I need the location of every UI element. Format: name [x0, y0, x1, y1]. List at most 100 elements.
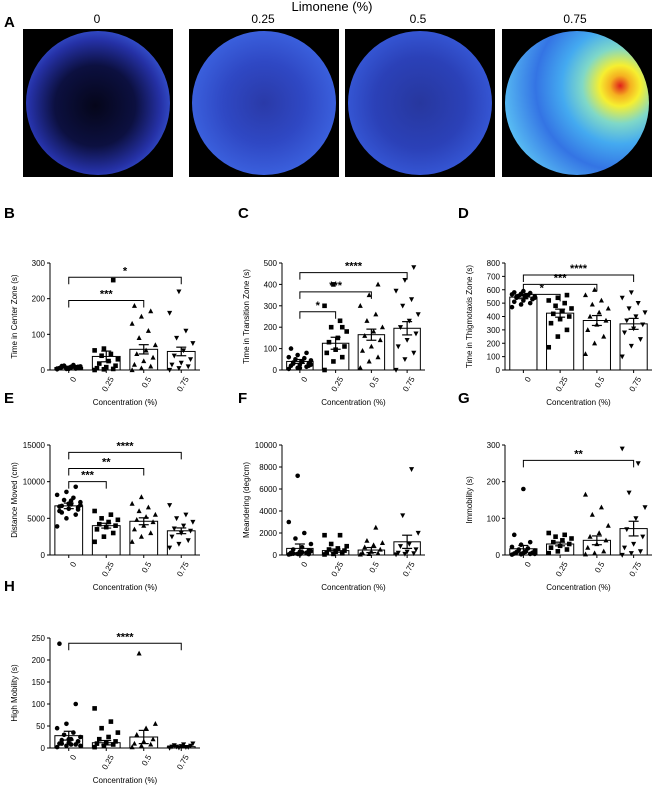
panel-label: D [458, 205, 469, 222]
data-point [131, 303, 137, 308]
data-point [415, 530, 421, 536]
data-point [328, 541, 334, 547]
x-tick-label: 0.5 [368, 560, 382, 575]
data-point [129, 320, 135, 326]
data-point [342, 344, 347, 349]
data-point [642, 310, 648, 316]
heatmap-075 [502, 29, 652, 177]
data-point [404, 549, 410, 555]
data-point [402, 278, 408, 283]
data-point [176, 541, 182, 547]
x-tick-label: 0 [523, 560, 533, 569]
data-point [176, 289, 182, 295]
data-point [548, 320, 554, 326]
data-point [621, 330, 628, 336]
x-tick-label: 0.25 [100, 753, 116, 771]
data-point [68, 365, 74, 370]
heatmap-dish [348, 31, 492, 175]
data-point [550, 539, 556, 545]
data-point [509, 304, 515, 310]
x-tick-label: 0.5 [140, 753, 154, 768]
data-point [188, 743, 194, 749]
data-point [78, 743, 83, 749]
heatmap-dish [26, 31, 170, 175]
data-point [631, 541, 637, 547]
significance-bracket [68, 642, 182, 651]
data-point [150, 354, 156, 360]
x-tick-label: 0 [299, 375, 309, 384]
x-axis-title: Concentration (%) [546, 583, 611, 592]
significance-bracket [522, 274, 635, 283]
data-point [605, 522, 611, 528]
data-point [411, 551, 417, 557]
data-point [633, 516, 639, 522]
data-point [96, 521, 102, 527]
data-point [101, 346, 107, 351]
data-point [532, 551, 538, 557]
data-point [514, 294, 519, 299]
data-point [115, 517, 121, 523]
y-tick-label: 0 [41, 744, 46, 753]
data-point [413, 547, 419, 553]
data-point [402, 357, 408, 363]
data-point [145, 504, 151, 510]
data-point [550, 311, 556, 317]
data-point [171, 526, 177, 532]
significance-bracket [299, 311, 337, 319]
x-tick-label: 0 [68, 753, 78, 762]
data-point [92, 539, 97, 545]
data-point [152, 342, 158, 348]
data-point [373, 311, 379, 317]
data-point [167, 545, 173, 551]
data-point [181, 742, 187, 748]
data-point [359, 550, 366, 555]
data-point [148, 308, 154, 314]
data-point [178, 360, 184, 366]
significance-label: * [540, 282, 545, 294]
data-point [108, 351, 114, 357]
data-point [371, 542, 377, 548]
data-point [78, 734, 83, 740]
heatmap-dish [192, 31, 336, 175]
data-point [92, 508, 97, 514]
significance-label: * [123, 265, 128, 277]
x-tick-label: 0.5 [140, 375, 154, 390]
significance-label: **** [116, 440, 134, 452]
data-point [96, 361, 102, 366]
y-tick-label: 100 [487, 353, 501, 362]
y-tick-label: 150 [32, 678, 46, 687]
data-point [113, 739, 118, 744]
x-tick-label: 0.5 [140, 560, 154, 575]
data-point [555, 334, 561, 339]
data-point [106, 519, 111, 525]
y-axis-title: Time in Thigmotaxis Zone (s) [465, 265, 474, 368]
data-point [521, 486, 526, 492]
y-tick-label: 300 [487, 441, 501, 450]
data-point [138, 313, 144, 319]
data-point [101, 534, 107, 539]
data-point [322, 303, 327, 309]
significance-bracket [68, 299, 145, 308]
data-point [366, 292, 372, 298]
data-point [68, 742, 74, 747]
data-point [619, 446, 625, 452]
significance-bracket [522, 283, 598, 292]
y-tick-label: 200 [32, 656, 46, 665]
data-point [181, 523, 187, 529]
data-point [585, 544, 591, 550]
data-point [103, 364, 109, 370]
y-tick-label: 250 [32, 634, 46, 643]
data-point [546, 298, 552, 303]
data-point [54, 725, 60, 731]
data-point [344, 543, 350, 549]
data-point [59, 737, 65, 743]
data-point [152, 511, 158, 517]
data-point [640, 534, 646, 540]
data-point [628, 343, 634, 349]
data-point [592, 286, 598, 292]
data-point [592, 340, 598, 346]
data-point [379, 324, 385, 330]
data-point [183, 512, 189, 518]
data-point [101, 366, 107, 372]
y-tick-label: 300 [32, 259, 46, 268]
